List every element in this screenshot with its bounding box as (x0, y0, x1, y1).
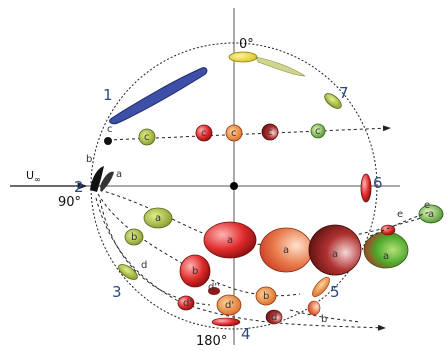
d-olive-blob (118, 264, 138, 280)
c-red-blob (195, 124, 213, 142)
c-olive-blob (138, 128, 156, 146)
dpp-dark-blob (208, 287, 220, 295)
letter-a-5: a (383, 251, 389, 262)
b-orange-blob (255, 286, 277, 306)
letter-b-1: b (131, 232, 137, 243)
position-5-blob (312, 276, 330, 298)
c-darkred-blob (261, 123, 279, 141)
a-green-blob (363, 231, 409, 269)
b-red-blob (179, 254, 211, 288)
angle-label-bottom: 180° (196, 334, 227, 349)
letter-b-2: b (192, 266, 198, 277)
e-red-blob (380, 224, 396, 236)
a-red-blob (203, 221, 257, 259)
letter-a-left: a (116, 169, 122, 180)
letter-c-4: c (267, 127, 273, 138)
position-2-blob (90, 166, 104, 192)
flow-label-u: U (26, 169, 34, 182)
dp-orange-blob (216, 294, 242, 316)
angle-label-left: 90° (58, 195, 81, 210)
letter-b-4: b (321, 314, 327, 325)
top-olive-streak (255, 56, 306, 77)
letter-c-1: c (144, 132, 150, 143)
letter-a-3: a (283, 245, 289, 256)
c-green-blob (310, 123, 326, 139)
position-1-blob (109, 67, 208, 125)
position-6-blob (360, 173, 372, 203)
angle-label-top: 0° (239, 37, 254, 52)
trajectory-lower (289, 309, 361, 323)
c-orange-blob (225, 124, 243, 142)
position-label-5: 5 (330, 283, 340, 301)
a-olive-blob (143, 207, 173, 229)
letter-d-2: d (271, 312, 277, 323)
flow-label-subscript: ∞ (34, 175, 41, 184)
letter-dp-2: d' (225, 300, 234, 311)
position-7-blob (324, 93, 342, 109)
flow-label: U∞ (26, 169, 41, 184)
a-darkred-blob (308, 224, 362, 276)
c-small-blob (104, 137, 112, 145)
letter-d-1: d (141, 260, 147, 271)
letter-e-1: e (397, 209, 403, 220)
letter-a-2: a (227, 235, 233, 246)
position-label-7: 7 (339, 84, 349, 102)
letter-c-3: c (231, 128, 237, 139)
letter-a-1: a (155, 213, 161, 224)
trajectory-e (369, 211, 431, 237)
letter-c-left: c (107, 124, 113, 135)
position-label-3: 3 (112, 283, 122, 301)
dpp-red-blob (177, 295, 195, 311)
letter-a-6: a (428, 209, 434, 220)
position-label-1: 1 (103, 86, 113, 104)
position-label-6: 6 (373, 174, 383, 192)
position-4-blob (211, 317, 241, 327)
letter-e-2: e (424, 200, 430, 211)
trajectory-c (107, 125, 391, 141)
letter-dpp-1: d'' (208, 282, 220, 293)
center-point (230, 182, 238, 190)
letter-c-2: c (201, 128, 207, 139)
b-small-blob (307, 300, 321, 316)
letter-b-3: b (263, 291, 269, 302)
letter-dp-1: d' (183, 298, 192, 309)
top-yellow-blob (228, 51, 258, 63)
letter-b-left: b (86, 154, 92, 165)
letter-a-4: a (332, 249, 338, 260)
b-olive-blob (124, 228, 144, 246)
position-label-4: 4 (241, 325, 251, 343)
letter-c-5: c (315, 126, 321, 137)
e-green-blob (418, 204, 444, 224)
d-darkred-blob (265, 309, 283, 325)
position-label-2: 2 (74, 178, 84, 196)
position-2-blob-b (100, 171, 114, 192)
